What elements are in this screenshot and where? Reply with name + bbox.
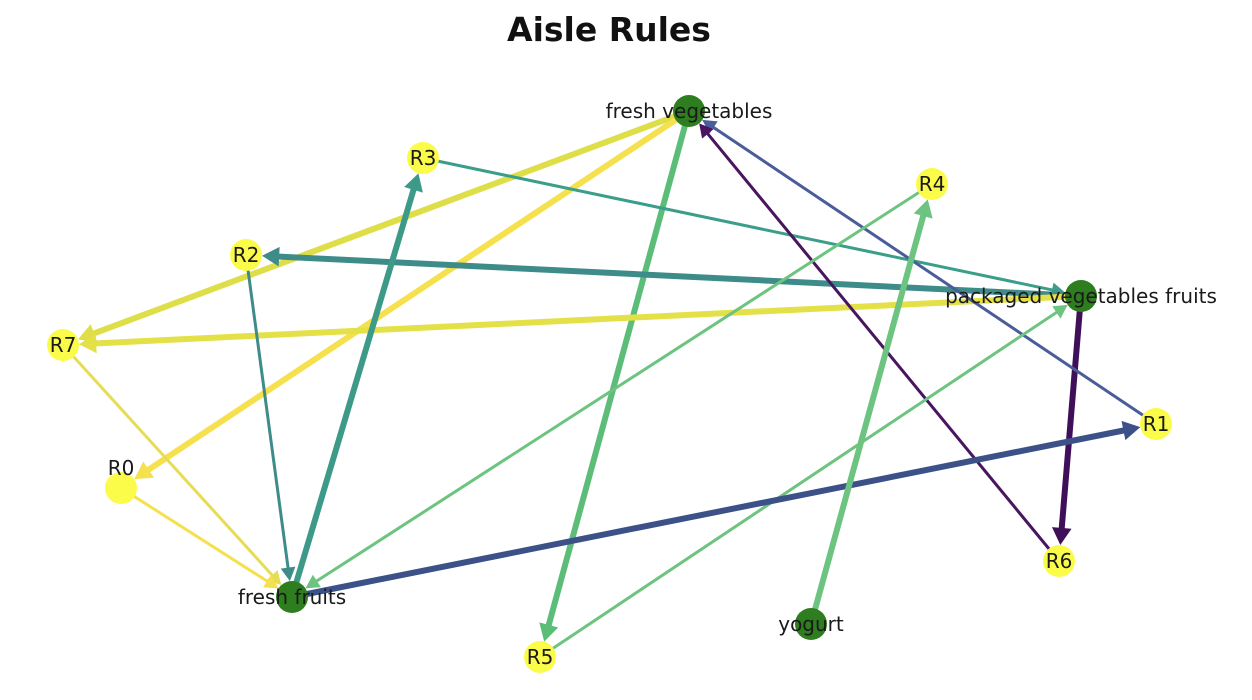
edge-line — [92, 111, 689, 334]
nodes-layer — [47, 95, 1172, 673]
node-label-R1: R1 — [1143, 412, 1170, 436]
edge-arrowhead — [281, 567, 296, 581]
edge-arrowhead — [1122, 421, 1141, 440]
node-label-fresh_vegetables: fresh vegetables — [606, 99, 773, 123]
edge-R7-to-fresh_fruits — [63, 345, 281, 585]
edge-arrowhead — [914, 199, 933, 218]
edge-fresh_vegetables-to-R7 — [78, 111, 689, 343]
node-label-R0: R0 — [108, 456, 135, 480]
edge-fresh_fruits-to-R1 — [292, 421, 1140, 597]
node-label-R7: R7 — [50, 333, 77, 357]
edge-arrowhead — [1052, 527, 1072, 545]
edge-line — [292, 188, 414, 597]
edge-packaged_vegetables_fruits-to-R6 — [1052, 296, 1081, 545]
edge-R2-to-fresh_fruits — [246, 255, 295, 581]
edge-line — [292, 430, 1125, 597]
node-label-R2: R2 — [233, 243, 260, 267]
edge-line — [121, 488, 269, 582]
edge-R1-to-fresh_vegetables — [702, 120, 1156, 424]
edge-line — [1062, 296, 1081, 530]
edge-R0-to-fresh_fruits — [121, 488, 279, 588]
edge-packaged_vegetables_fruits-to-R7 — [79, 296, 1081, 353]
edge-line — [63, 345, 273, 577]
edge-line — [94, 296, 1081, 343]
node-label-R6: R6 — [1046, 549, 1073, 573]
labels-layer: fresh vegetables packaged vegetables frui… — [50, 99, 1217, 669]
node-label-packaged_vegetables_fruits: packaged vegetables fruits — [945, 284, 1217, 308]
node-label-R3: R3 — [410, 146, 437, 170]
edge-line — [811, 214, 924, 624]
edge-R6-to-fresh_vegetables — [699, 123, 1059, 561]
edge-fresh_vegetables-to-R5 — [539, 111, 689, 642]
edge-arrowhead — [404, 173, 423, 192]
node-label-R4: R4 — [919, 172, 946, 196]
edges-layer — [63, 111, 1156, 657]
node-label-fresh_fruits: fresh fruits — [238, 585, 346, 609]
edge-line — [246, 255, 288, 570]
edge-arrowhead — [539, 622, 558, 641]
node-label-R5: R5 — [527, 645, 554, 669]
edge-arrowhead — [262, 247, 280, 267]
node-label-yogurt: yogurt — [778, 612, 844, 636]
